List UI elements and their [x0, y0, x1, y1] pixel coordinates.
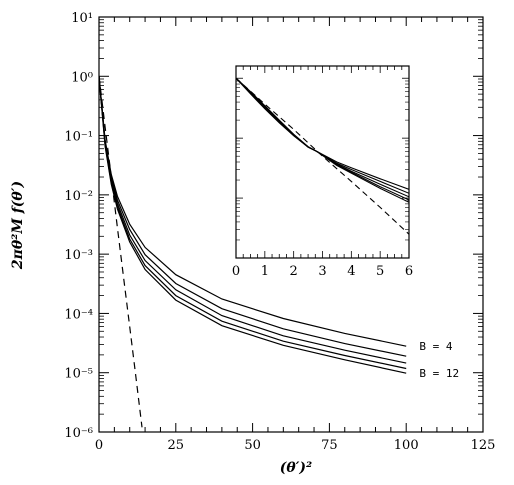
x-tick-label: 125: [471, 438, 496, 453]
x-tick-label: 75: [321, 438, 338, 453]
dashed-series-line: [99, 76, 143, 428]
series-line: [99, 76, 407, 374]
y-tick-label: 10¹: [71, 11, 93, 26]
inset-x-tick-label: 1: [261, 264, 269, 279]
inset-frame: [235, 65, 410, 259]
y-tick-label: 10⁻¹: [64, 130, 93, 145]
main-plot: 0 25 50 75 100 12510⁻⁶10⁻⁵10⁻⁴10⁻³10⁻²10⁻¹10⁰…: [64, 11, 495, 453]
x-tick-label: 25: [168, 438, 185, 453]
y-tick-label: 10⁻²: [64, 189, 93, 204]
x-axis-label: (θ′)²: [280, 460, 312, 476]
inset-plot: 0 1 2 3 4 5 6: [232, 65, 413, 279]
y-tick-label: 10⁻⁶: [64, 426, 93, 441]
x-tick-label: 50: [244, 438, 261, 453]
inset-x-tick-label: 3: [318, 264, 326, 279]
inset-x-tick-label: 2: [290, 264, 298, 279]
inset-dashed-series-line: [236, 77, 409, 235]
x-tick-label: 100: [394, 438, 419, 453]
series-annotation: B = 12: [419, 367, 459, 380]
series-annotation: B = 4: [419, 340, 452, 353]
y-tick-label: 10⁻³: [64, 248, 93, 263]
x-tick-label: 0: [95, 438, 103, 453]
inset-x-tick-label: 6: [405, 264, 413, 279]
y-tick-label: 10⁻⁵: [64, 367, 93, 382]
y-axis-label: 2πθ²M f(θ′): [10, 181, 26, 270]
y-tick-label: 10⁻⁴: [64, 307, 93, 322]
inset-series-line: [236, 77, 409, 203]
inset-x-tick-label: 4: [347, 264, 355, 279]
inset-x-tick-label: 5: [376, 264, 384, 279]
inset-x-tick-label: 0: [232, 264, 240, 279]
y-tick-label: 10⁰: [71, 70, 93, 85]
plot-frame: [98, 16, 484, 433]
